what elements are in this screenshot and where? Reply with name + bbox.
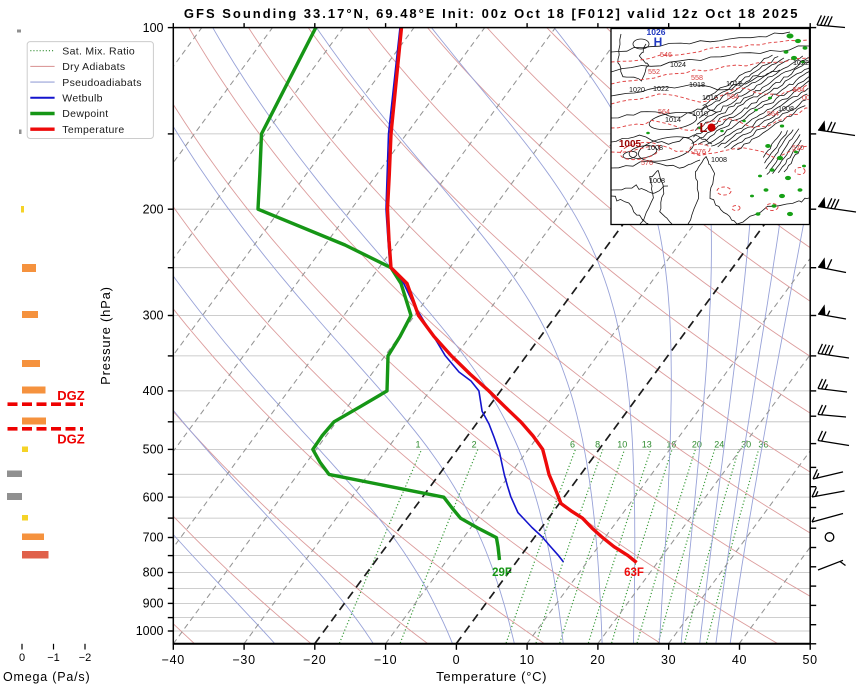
- svg-text:10: 10: [617, 439, 627, 449]
- svg-text:0: 0: [19, 652, 25, 664]
- svg-text:1026: 1026: [647, 27, 666, 37]
- svg-text:1014: 1014: [665, 115, 681, 124]
- svg-text:564: 564: [767, 109, 779, 118]
- svg-text:1008: 1008: [647, 143, 663, 152]
- svg-text:1005: 1005: [619, 139, 642, 150]
- svg-text:−40: −40: [162, 653, 185, 667]
- svg-text:1012: 1012: [726, 79, 742, 88]
- svg-text:8: 8: [595, 439, 600, 449]
- svg-text:564: 564: [793, 85, 805, 94]
- svg-text:DGZ: DGZ: [57, 388, 85, 403]
- svg-text:63F: 63F: [624, 567, 644, 579]
- svg-text:Wetbulb: Wetbulb: [62, 93, 102, 105]
- svg-text:0: 0: [453, 653, 461, 667]
- svg-text:564: 564: [658, 107, 670, 116]
- svg-text:Sat. Mix. Ratio: Sat. Mix. Ratio: [62, 45, 135, 57]
- svg-text:30: 30: [741, 439, 751, 449]
- svg-text:Dewpoint: Dewpoint: [62, 108, 108, 120]
- svg-text:300: 300: [143, 309, 164, 323]
- svg-text:100: 100: [143, 21, 164, 35]
- svg-text:−10: −10: [374, 653, 397, 667]
- svg-text:−1: −1: [47, 652, 60, 664]
- svg-text:400: 400: [143, 384, 164, 398]
- svg-text:200: 200: [143, 202, 164, 216]
- svg-text:576: 576: [641, 158, 653, 167]
- svg-text:20: 20: [692, 439, 702, 449]
- svg-text:1016: 1016: [702, 93, 718, 102]
- svg-text:564: 564: [727, 92, 739, 101]
- svg-text:1024: 1024: [670, 60, 686, 69]
- svg-text:700: 700: [143, 531, 164, 545]
- svg-text:16: 16: [666, 439, 676, 449]
- svg-text:00: 00: [802, 93, 810, 102]
- svg-text:36: 36: [758, 439, 768, 449]
- svg-text:1008: 1008: [778, 104, 794, 113]
- svg-text:552: 552: [648, 67, 660, 76]
- svg-text:1008: 1008: [711, 155, 727, 164]
- svg-text:900: 900: [143, 597, 164, 611]
- svg-text:Pressure (hPa): Pressure (hPa): [98, 286, 113, 385]
- svg-text:6: 6: [570, 439, 575, 449]
- svg-text:10: 10: [519, 653, 534, 667]
- svg-text:1020: 1020: [629, 85, 645, 94]
- svg-text:1022: 1022: [793, 58, 809, 67]
- svg-text:600: 600: [143, 490, 164, 504]
- svg-text:DGZ: DGZ: [57, 432, 85, 447]
- svg-text:1022: 1022: [653, 84, 669, 93]
- svg-text:Temperature (°C): Temperature (°C): [436, 669, 547, 684]
- svg-text:2: 2: [472, 439, 477, 449]
- svg-text:1018: 1018: [689, 80, 705, 89]
- svg-text:29F: 29F: [492, 567, 512, 579]
- svg-text:1000: 1000: [136, 624, 164, 638]
- svg-text:−20: −20: [303, 653, 326, 667]
- svg-text:800: 800: [143, 566, 164, 580]
- svg-text:H: H: [654, 35, 663, 49]
- svg-text:13: 13: [642, 439, 652, 449]
- svg-text:570: 570: [792, 143, 804, 152]
- svg-text:GFS Sounding 33.17°N, 69.48°E: GFS Sounding 33.17°N, 69.48°E Init: 00z …: [184, 6, 800, 21]
- svg-text:−30: −30: [232, 653, 255, 667]
- svg-text:50: 50: [803, 653, 818, 667]
- svg-text:30: 30: [661, 653, 676, 667]
- svg-text:Dry Adiabats: Dry Adiabats: [62, 61, 125, 73]
- svg-text:546: 546: [660, 50, 672, 59]
- svg-text:−2: −2: [79, 652, 92, 664]
- svg-text:40: 40: [732, 653, 747, 667]
- svg-text:L: L: [700, 120, 708, 135]
- svg-text:24: 24: [714, 439, 724, 449]
- svg-text:576: 576: [694, 147, 706, 156]
- svg-text:1010: 1010: [692, 109, 708, 118]
- svg-text:1008: 1008: [649, 176, 665, 185]
- svg-text:Pseudoadiabats: Pseudoadiabats: [62, 77, 142, 89]
- svg-text:1: 1: [415, 439, 420, 449]
- svg-text:20: 20: [590, 653, 605, 667]
- svg-text:558: 558: [691, 73, 703, 82]
- svg-text:Omega (Pa/s): Omega (Pa/s): [3, 670, 90, 684]
- svg-text:Temperature: Temperature: [62, 124, 124, 136]
- svg-text:500: 500: [143, 443, 164, 457]
